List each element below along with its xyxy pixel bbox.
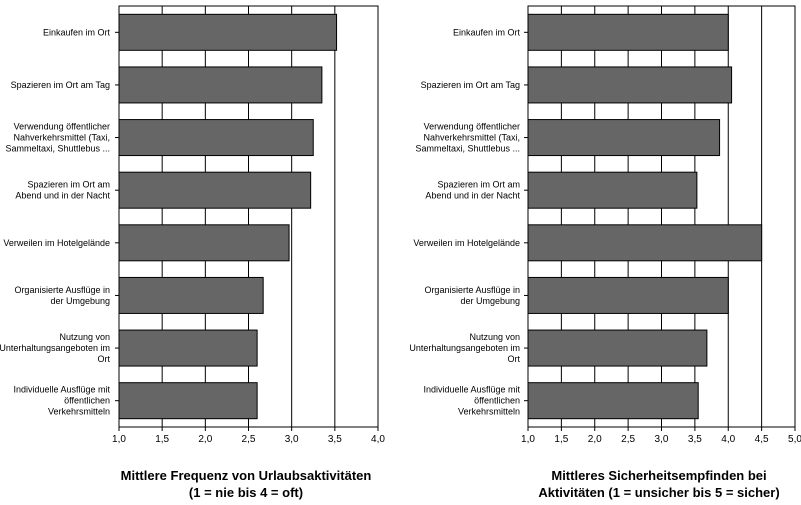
- bar: [527, 119, 721, 157]
- category-label: Einkaufen im Ort: [453, 27, 521, 37]
- x-tick-label: 3,5: [328, 434, 342, 445]
- category-label: Nutzung von Unterhaltungsangeboten im Ort: [0, 332, 110, 364]
- category-label: Verwendung öffentlicher Nahverkehrsmittel…: [5, 122, 110, 154]
- x-axis-title: Mittlere Frequenz von Urlaubsaktivitäten…: [121, 468, 372, 500]
- bar: [118, 13, 338, 51]
- bar: [118, 171, 312, 209]
- x-tick-label: 1,5: [554, 434, 568, 445]
- x-tick-label: 1,5: [155, 434, 169, 445]
- x-tick-label: 3,0: [655, 434, 669, 445]
- bar: [527, 276, 729, 314]
- bar: [118, 66, 323, 104]
- x-tick-label: 4,0: [371, 434, 385, 445]
- bar: [118, 329, 258, 367]
- category-label: Verweilen im Hotelgelände: [3, 238, 110, 248]
- category-label: Spazieren im Ort am Abend und in der Nach…: [425, 180, 520, 201]
- bar: [118, 224, 290, 262]
- bar: [118, 119, 314, 157]
- bar: [527, 329, 708, 367]
- category-label: Nutzung von Unterhaltungsangeboten im Ort: [409, 332, 520, 364]
- category-label: Individuelle Ausflüge mit öffentlichen Ver…: [423, 385, 520, 417]
- x-tick-label: 1,0: [112, 434, 126, 445]
- category-label: Spazieren im Ort am Abend und in der Nach…: [15, 180, 110, 201]
- bar: [527, 382, 699, 420]
- category-label: Spazieren im Ort am Tag: [11, 80, 110, 90]
- x-tick-label: 2,0: [588, 434, 602, 445]
- category-label: Individuelle Ausflüge mit öffentlichen Ver…: [13, 385, 110, 417]
- x-tick-label: 5,0: [788, 434, 801, 445]
- bar: [527, 171, 698, 209]
- x-tick-label: 2,5: [242, 434, 256, 445]
- safety-chart: 1,0 1,5 2,0 2,5 3,0 3,5 4,0 4,5 5,0 Einkaufen im …: [409, 5, 801, 500]
- category-label: Organisierte Ausflüge in der Umgebung: [424, 285, 520, 306]
- x-tick-label: 3,5: [688, 434, 702, 445]
- frequency-chart: 1,0 1,5 2,0 2,5 3,0 3,5 4,0 Einkaufen im Ort Spa…: [0, 5, 385, 500]
- category-label: Organisierte Ausflüge in der Umgebung: [14, 285, 110, 306]
- x-tick-label: 2,0: [198, 434, 212, 445]
- category-label: Verwendung öffentlicher Nahverkehrsmittel…: [415, 122, 520, 154]
- category-label: Verweilen im Hotelgelände: [413, 238, 520, 248]
- bar: [118, 276, 264, 314]
- bar: [527, 66, 733, 104]
- category-label: Spazieren im Ort am Tag: [421, 80, 520, 90]
- x-tick-label: 3,0: [285, 434, 299, 445]
- x-tick-label: 4,5: [755, 434, 769, 445]
- bar: [527, 13, 729, 51]
- x-tick-label: 2,5: [621, 434, 635, 445]
- x-tick-label: 1,0: [521, 434, 535, 445]
- bar: [118, 382, 258, 420]
- x-tick-label: 4,0: [721, 434, 735, 445]
- bar: [527, 224, 763, 262]
- category-label: Einkaufen im Ort: [43, 27, 111, 37]
- x-axis-title: Mittleres Sicherheitsempfinden bei Aktivi…: [538, 468, 779, 500]
